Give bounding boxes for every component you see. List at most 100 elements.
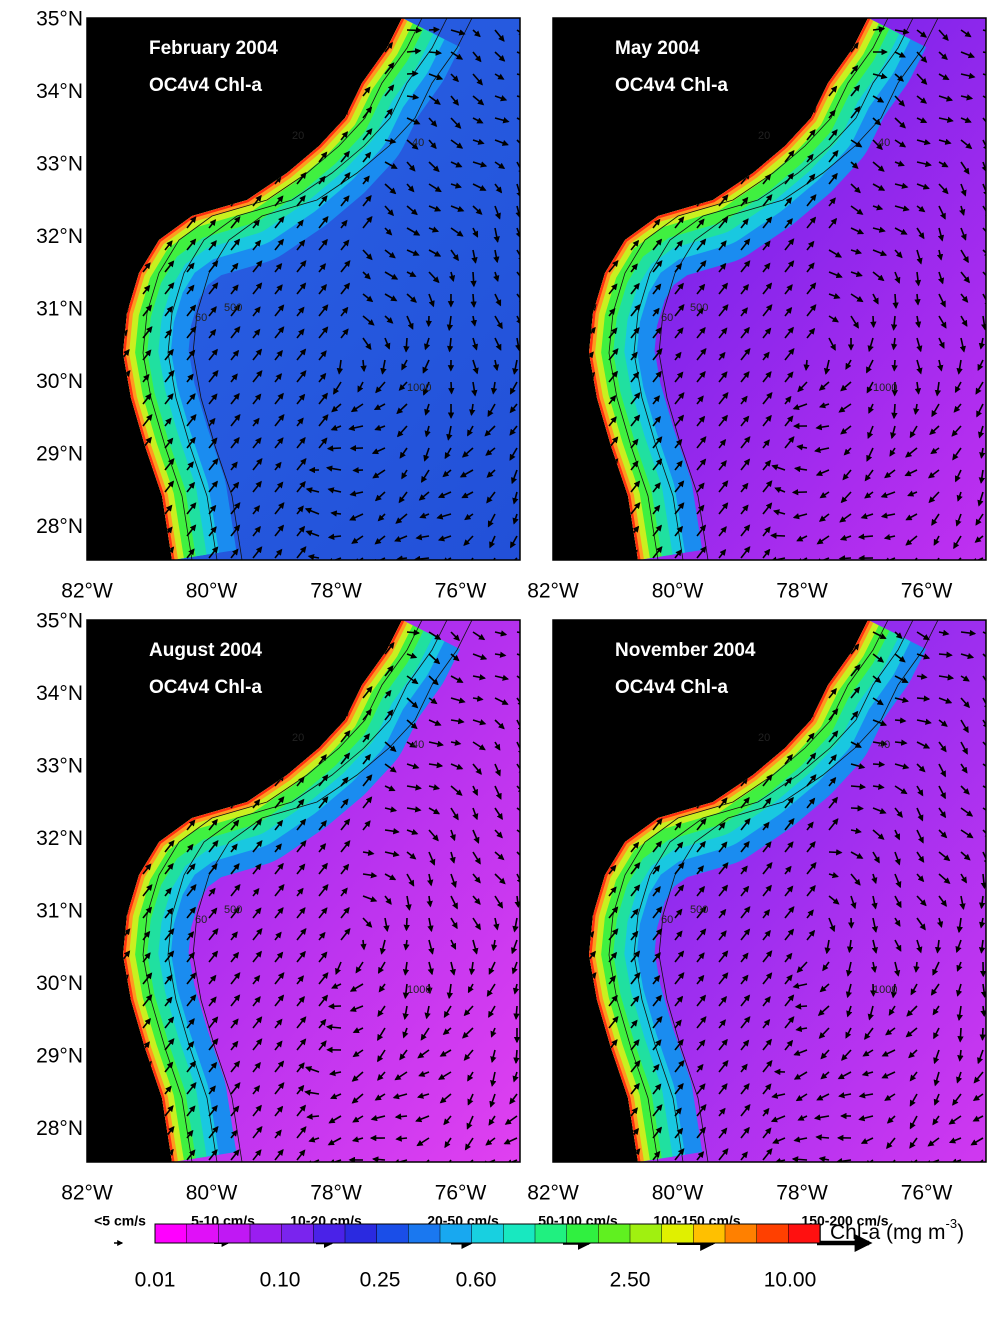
current-vector	[450, 227, 464, 237]
current-vector	[652, 238, 663, 251]
current-vector	[406, 48, 422, 55]
current-vector	[762, 480, 773, 493]
current-vector	[428, 117, 438, 127]
current-vector	[509, 425, 518, 436]
current-vector	[230, 349, 240, 361]
current-vector	[696, 395, 704, 405]
current-vector	[850, 106, 861, 119]
current-vector	[916, 359, 923, 375]
current-vector	[444, 447, 452, 460]
current-vector	[806, 327, 816, 339]
current-vector	[850, 84, 860, 97]
current-vector	[674, 263, 683, 273]
current-vector	[652, 218, 661, 229]
current-vector	[892, 293, 899, 309]
current-vector	[384, 205, 394, 217]
lat-label: 33°N	[36, 755, 83, 778]
current-vector	[296, 348, 307, 361]
current-vector	[960, 271, 970, 284]
current-vector	[938, 271, 945, 285]
current-vector	[866, 447, 874, 462]
current-vector	[938, 138, 952, 145]
current-vector	[803, 359, 810, 371]
current-vector	[401, 359, 408, 371]
current-vector	[796, 444, 808, 451]
current-vector	[894, 160, 905, 167]
current-vector	[516, 293, 520, 305]
current-vector	[331, 403, 342, 413]
current-vector	[696, 370, 706, 383]
lon-label: 78°W	[310, 1182, 362, 1205]
current-vector	[674, 438, 683, 449]
current-vector	[938, 95, 954, 102]
colorbar-cell	[598, 1223, 631, 1244]
current-vector	[815, 1134, 830, 1141]
current-vector	[975, 381, 984, 395]
current-vector	[406, 652, 418, 659]
colorbar-cell	[154, 1223, 188, 1244]
current-vector	[208, 526, 217, 537]
current-vector	[784, 150, 795, 163]
isobath	[192, 620, 473, 1162]
current-vector	[450, 117, 462, 129]
current-vector	[630, 304, 641, 317]
current-vector	[472, 359, 479, 375]
current-vector	[696, 458, 707, 471]
current-vector	[428, 73, 444, 81]
contour-label: 500	[690, 904, 708, 916]
current-vector	[718, 194, 729, 207]
current-vector	[398, 491, 408, 504]
current-vector	[377, 513, 386, 522]
current-vector	[208, 393, 218, 405]
current-vector	[208, 417, 216, 427]
current-vector	[406, 93, 420, 101]
current-vector	[936, 249, 944, 261]
current-vector	[442, 469, 452, 478]
current-vector	[384, 227, 393, 236]
current-vector	[982, 117, 986, 129]
current-vector	[516, 117, 520, 124]
current-vector	[762, 502, 773, 515]
current-vector	[380, 359, 387, 375]
current-vector	[296, 260, 307, 273]
current-vector	[894, 227, 908, 235]
current-vector	[330, 424, 342, 431]
current-vector	[608, 394, 617, 405]
current-vector	[186, 373, 194, 383]
current-vector	[674, 460, 683, 471]
current-vector	[696, 482, 705, 493]
current-vector	[938, 337, 945, 349]
current-vector	[422, 381, 430, 396]
current-vector	[418, 491, 430, 501]
current-vector	[630, 282, 640, 295]
current-vector	[740, 458, 751, 471]
current-vector	[890, 315, 898, 331]
current-vector	[916, 73, 928, 85]
current-vector	[914, 381, 922, 395]
current-vector	[186, 284, 195, 295]
current-vector	[490, 381, 498, 395]
current-vector	[516, 631, 520, 636]
current-vector	[916, 51, 928, 63]
current-vector	[865, 359, 874, 374]
colorbar-cell	[408, 1223, 441, 1244]
current-vector	[384, 337, 391, 350]
current-vector	[762, 459, 772, 471]
current-vector	[305, 530, 320, 537]
contour-label: 500	[224, 302, 242, 314]
current-vector	[384, 315, 394, 324]
map-panel: 20 40 60 500 1000 August 2004 OC4v4 Chl-a	[86, 619, 521, 1163]
current-vector	[428, 95, 441, 105]
current-vector	[762, 282, 773, 295]
map-panel: 20 40 60 500 1000 February 2004 OC4v4 Chl-a	[86, 17, 521, 561]
current-vector	[774, 487, 786, 494]
current-vector	[630, 414, 641, 427]
current-vector	[471, 381, 478, 397]
current-vector	[850, 270, 863, 278]
current-vector	[362, 86, 371, 97]
current-vector	[630, 502, 641, 515]
current-vector	[493, 227, 500, 243]
current-vector	[762, 526, 771, 537]
current-vector	[979, 447, 986, 459]
lat-label: 28°N	[36, 1117, 83, 1140]
